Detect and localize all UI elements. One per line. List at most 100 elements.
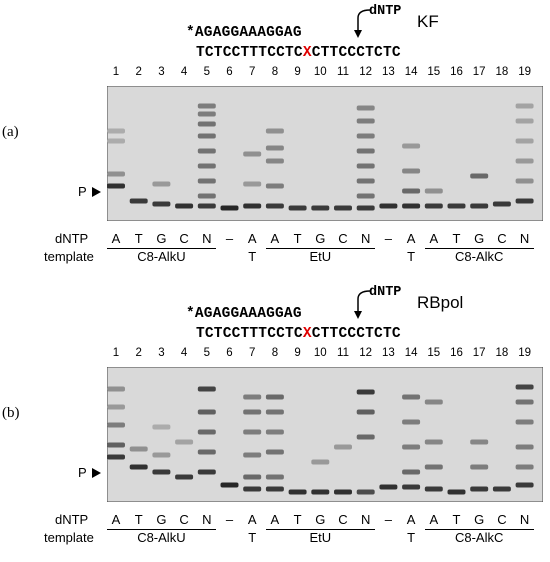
template-group-label: EtU <box>309 249 332 264</box>
enzyme-label: KF <box>417 12 439 31</box>
dntp-arrow-label: dNTP <box>369 4 402 19</box>
template-sequence: TCTCCTTTCCTCXCTTCCCTCTC <box>196 45 401 61</box>
gel-band <box>243 452 262 458</box>
dntp-letter: G <box>315 512 326 527</box>
gel-band <box>243 181 262 187</box>
gel-band <box>107 422 125 428</box>
gel-band <box>197 203 216 209</box>
gel-band <box>356 133 375 139</box>
dntp-letter: N <box>202 512 212 527</box>
lane-numbers: 1 2 3 4 5 6 7 8 9 10 11 12 13 14 15 16 17 18 19 <box>107 66 543 82</box>
group-underline <box>424 529 534 530</box>
gel-band <box>356 148 375 154</box>
gel-band <box>152 452 171 458</box>
dntp-letter: C <box>497 231 507 246</box>
gel-band <box>379 203 398 209</box>
lane-number: 19 <box>518 347 531 359</box>
gel-band <box>424 464 443 470</box>
incorporation-arrow-icon <box>354 9 371 38</box>
group-underline <box>107 529 216 530</box>
template-right: CTTCCCTCTC <box>311 326 401 342</box>
gel-band <box>243 394 262 400</box>
gel-band <box>197 429 216 435</box>
dntp-letter: T <box>293 231 302 246</box>
lesion-x: X <box>302 45 312 61</box>
gel-band <box>470 439 489 445</box>
lane-number: 16 <box>450 66 463 78</box>
gel-band <box>356 205 375 211</box>
gel-band <box>402 168 421 174</box>
gel-band <box>470 203 489 209</box>
gel-band <box>424 486 443 492</box>
gel-band <box>402 143 421 149</box>
template-letter: T <box>248 249 257 264</box>
lane-number: 8 <box>271 347 279 359</box>
primer-band-label: P <box>78 184 87 199</box>
dntp-letter: A <box>247 512 257 527</box>
gel-band <box>220 205 239 211</box>
gel-band <box>197 148 216 154</box>
gel-background <box>107 367 543 502</box>
lane-number: 13 <box>381 66 395 78</box>
dntp-letter: A <box>270 512 280 527</box>
gel-band <box>265 158 284 164</box>
template-group-label: C8-AlkC <box>454 249 504 264</box>
dntp-letter: C <box>338 512 348 527</box>
dntp-letter: T <box>134 512 143 527</box>
lane-number: 16 <box>450 347 463 359</box>
dntp-letter: A <box>429 231 439 246</box>
dntp-letter: A <box>111 231 121 246</box>
lane-number: 6 <box>226 347 233 359</box>
lane-number: 3 <box>158 347 165 359</box>
template-letter: T <box>248 530 257 545</box>
gel-band <box>356 434 375 440</box>
lane-number: 9 <box>294 66 301 78</box>
dntp-letter: T <box>134 231 143 246</box>
dntp-letter: G <box>156 512 167 527</box>
gel-band <box>107 386 125 392</box>
lane-number: 17 <box>472 66 486 78</box>
template-right: CTTCCCTCTC <box>311 45 401 61</box>
gel-band <box>470 173 489 179</box>
gel-band <box>402 444 421 450</box>
group-underline <box>107 248 216 249</box>
lane-number: 18 <box>495 347 509 359</box>
gel-band <box>243 151 262 157</box>
gel-band <box>311 489 330 495</box>
gel-band <box>447 203 466 209</box>
lane-number: 10 <box>313 66 327 78</box>
gel-band <box>107 183 125 189</box>
dntp-letter: C <box>179 512 189 527</box>
primer-band-arrow-icon <box>92 187 101 197</box>
dntp-letter: G <box>474 512 485 527</box>
template-letter: T <box>407 249 416 264</box>
gel-band <box>311 205 330 211</box>
gel-band <box>265 409 284 415</box>
gel-band <box>265 429 284 435</box>
gel-band <box>197 409 216 415</box>
gel-band <box>197 163 216 169</box>
panel-letter: (a) <box>2 124 19 140</box>
template-row-label: template <box>44 249 94 264</box>
dntp-letter: – <box>225 231 234 246</box>
template-sequence: TCTCCTTTCCTCXCTTCCCTCTC <box>196 326 401 342</box>
dntp-letter: N <box>519 231 530 246</box>
dntp-arrow-label: dNTP <box>369 285 402 300</box>
lane-number: 12 <box>359 66 373 78</box>
lane-number: 4 <box>180 347 188 359</box>
gel-band <box>243 203 262 209</box>
gel-band <box>152 181 171 187</box>
gel-band <box>356 178 375 184</box>
dntp-letter: T <box>452 512 461 527</box>
template-row-label: template <box>44 530 94 545</box>
gel-band <box>220 482 239 488</box>
lane-number: 1 <box>112 66 120 78</box>
template-group-label: C8-AlkC <box>454 530 504 545</box>
enzyme-label: RBpol <box>417 293 464 312</box>
dntp-letter: N <box>360 512 371 527</box>
gel-band <box>197 103 216 109</box>
gel-band <box>356 118 375 124</box>
gel-band <box>424 439 443 445</box>
gel-band <box>402 419 421 425</box>
gel-band <box>515 399 534 405</box>
